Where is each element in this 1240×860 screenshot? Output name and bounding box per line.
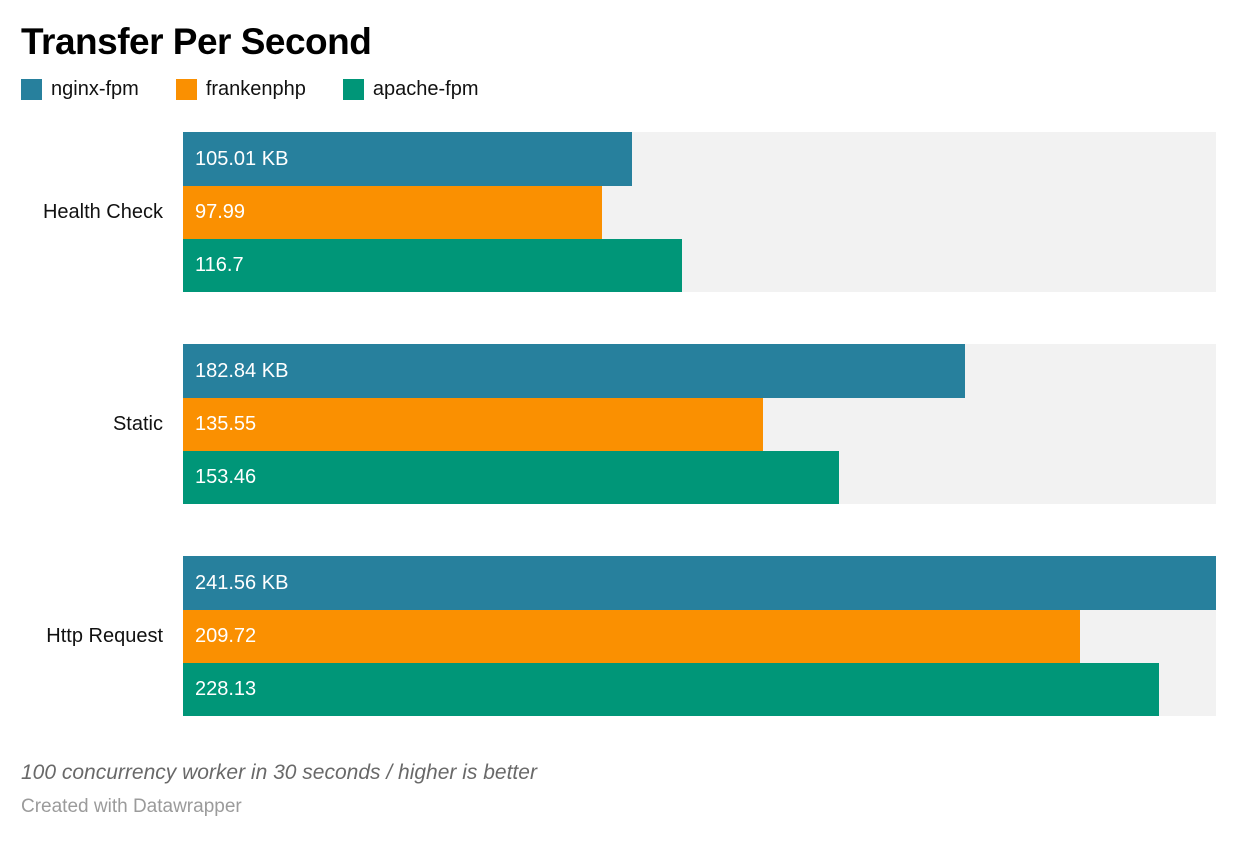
bar-frankenphp-health-check: 97.99 bbox=[183, 185, 603, 240]
legend-swatch-frankenphp bbox=[175, 79, 197, 101]
bar-row-apache-fpm: 116.7 bbox=[183, 239, 1216, 293]
category-label: Http Request bbox=[46, 624, 163, 647]
bar-frankenphp-http-request: 209.72 bbox=[183, 609, 1080, 664]
bar-row-apache-fpm: 228.13 bbox=[183, 663, 1216, 717]
chart-title: Transfer Per Second bbox=[21, 21, 372, 62]
bar-frankenphp-static: 135.55 bbox=[183, 397, 763, 452]
category-label: Health Check bbox=[42, 200, 163, 223]
bar-chart: Health Check 105.01 KB 97.99 116.7 Static 182… bbox=[21, 132, 1216, 717]
bar-track: 241.56 KB 209.72 228.13 bbox=[183, 556, 1216, 717]
legend-swatch-nginx-fpm bbox=[21, 79, 42, 101]
bar-nginx-fpm-health-check: 105.01 KB bbox=[183, 132, 633, 186]
bar-row-frankenphp: 135.55 bbox=[183, 397, 1216, 452]
legend-label: apache-fpm bbox=[372, 78, 479, 101]
bar-value-label: 116.7 bbox=[195, 254, 244, 277]
chart-group-static: Static 182.84 KB 135.55 153.46 bbox=[21, 344, 1216, 505]
bar-value-label: 209.72 bbox=[195, 624, 257, 647]
legend: nginx-fpm frankenphp apache-fpm bbox=[21, 78, 1216, 101]
bar-value-label: 241.56 KB bbox=[195, 571, 289, 594]
legend-label: nginx-fpm bbox=[51, 78, 139, 101]
bar-row-nginx-fpm: 182.84 KB bbox=[183, 344, 1216, 398]
bar-track: 182.84 KB 135.55 153.46 bbox=[183, 344, 1216, 505]
chart-page: Transfer Per Second nginx-fpm frankenphp a… bbox=[0, 20, 1240, 818]
datawrapper-byline-link[interactable]: Created with Datawrapper bbox=[21, 796, 242, 818]
bar-row-nginx-fpm: 105.01 KB bbox=[183, 132, 1216, 186]
bar-value-label: 105.01 KB bbox=[195, 147, 289, 170]
bar-apache-fpm-static: 153.46 bbox=[183, 451, 840, 505]
chart-group-http-request: Http Request 241.56 KB 209.72 228.13 bbox=[21, 556, 1216, 717]
bar-value-label: 228.13 bbox=[195, 678, 257, 701]
bar-row-nginx-fpm: 241.56 KB bbox=[183, 556, 1216, 610]
legend-label: frankenphp bbox=[205, 78, 306, 101]
bar-row-apache-fpm: 153.46 bbox=[183, 451, 1216, 505]
bar-value-label: 97.99 bbox=[195, 200, 246, 223]
category-label: Static bbox=[112, 412, 163, 435]
bar-nginx-fpm-http-request: 241.56 KB bbox=[183, 556, 1216, 610]
legend-item-nginx-fpm: nginx-fpm bbox=[21, 78, 139, 101]
legend-swatch-apache-fpm bbox=[342, 79, 364, 101]
chart-note: 100 concurrency worker in 30 seconds / h… bbox=[21, 761, 537, 785]
chart-group-health-check: Health Check 105.01 KB 97.99 116.7 bbox=[21, 132, 1216, 293]
bar-value-label: 153.46 bbox=[195, 466, 257, 489]
bar-row-frankenphp: 209.72 bbox=[183, 609, 1216, 664]
bar-row-frankenphp: 97.99 bbox=[183, 185, 1216, 240]
bar-track: 105.01 KB 97.99 116.7 bbox=[183, 132, 1216, 293]
bar-apache-fpm-health-check: 116.7 bbox=[183, 239, 683, 293]
bar-value-label: 135.55 bbox=[195, 412, 257, 435]
legend-item-apache-fpm: apache-fpm bbox=[342, 78, 479, 101]
bar-value-label: 182.84 KB bbox=[195, 359, 289, 382]
bar-nginx-fpm-static: 182.84 KB bbox=[183, 344, 965, 398]
legend-item-frankenphp: frankenphp bbox=[175, 78, 306, 101]
bar-apache-fpm-http-request: 228.13 bbox=[183, 663, 1159, 717]
